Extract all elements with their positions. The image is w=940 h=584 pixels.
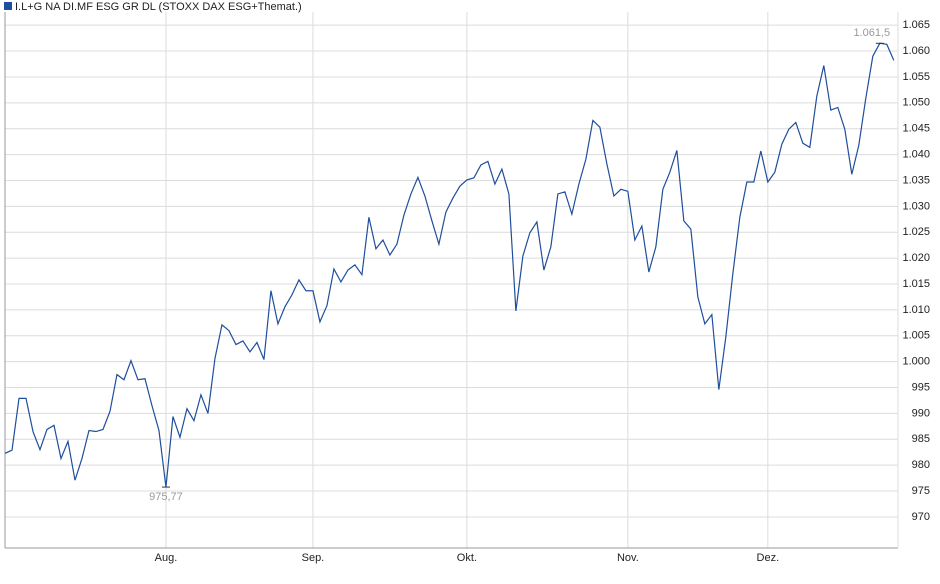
y-tick-label: 995 (912, 381, 930, 393)
y-tick-label: 1.035 (902, 174, 930, 186)
y-tick-label: 1.045 (902, 123, 930, 135)
legend-swatch (4, 2, 12, 10)
y-tick-label: 990 (912, 407, 930, 419)
y-tick-label: 1.015 (902, 278, 930, 290)
x-tick-label: Sep. (302, 552, 325, 564)
y-tick-label: 1.030 (902, 200, 930, 212)
y-tick-label: 980 (912, 459, 930, 471)
annotation-label: 975,77 (149, 491, 183, 503)
y-tick-label: 1.020 (902, 252, 930, 264)
y-tick-label: 1.025 (902, 226, 930, 238)
legend-label: I.L+G NA DI.MF ESG GR DL (STOXX DAX ESG+… (15, 1, 302, 13)
y-tick-label: 1.005 (902, 330, 930, 342)
y-tick-label: 975 (912, 485, 930, 497)
x-tick-label: Okt. (457, 552, 477, 564)
y-tick-label: 1.050 (902, 97, 930, 109)
x-tick-label: Dez. (757, 552, 780, 564)
y-tick-label: 1.010 (902, 304, 930, 316)
y-tick-label: 1.040 (902, 148, 930, 160)
y-tick-label: 1.065 (902, 19, 930, 31)
annotation-label: 1.061,5 (853, 27, 890, 39)
y-tick-label: 1.060 (902, 45, 930, 57)
x-tick-label: Aug. (155, 552, 178, 564)
x-tick-label: Nov. (617, 552, 639, 564)
y-tick-label: 970 (912, 511, 930, 523)
y-tick-label: 1.055 (902, 71, 930, 83)
series-line (4, 42, 895, 488)
y-tick-label: 1.000 (902, 356, 930, 368)
y-tick-label: 985 (912, 433, 930, 445)
